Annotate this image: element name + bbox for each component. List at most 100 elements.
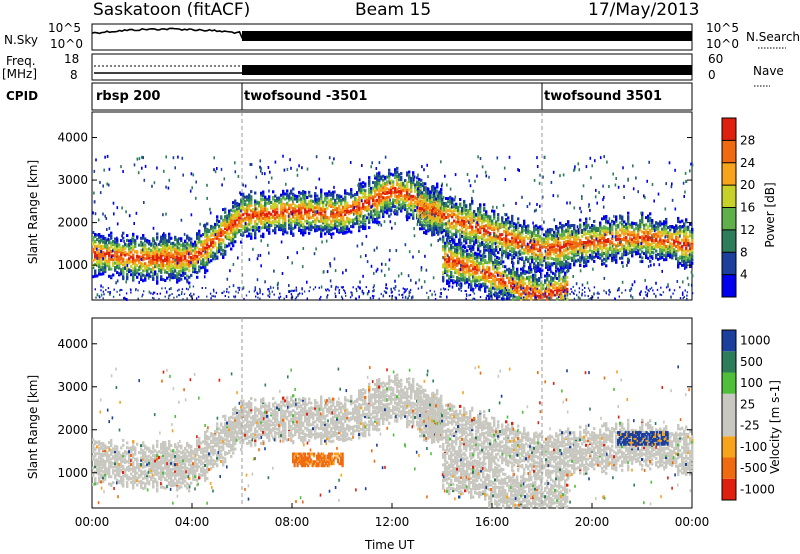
power-cell [647,233,650,237]
power-cell [480,283,483,287]
power-cell [685,225,688,229]
power-cell [425,194,428,198]
power-cell [460,266,463,269]
power-cell [150,263,153,267]
power-cell [318,206,321,210]
power-cell [352,203,355,207]
power-cell [429,203,432,207]
power-cell [384,198,387,202]
power-cell [296,218,299,222]
power-cell [564,271,567,275]
power-cell [524,287,527,291]
power-cell [304,205,307,209]
power-cell [465,227,468,231]
power-cell [655,249,658,253]
power-cell [280,193,283,197]
power-cell [470,269,473,273]
power-cell [478,283,481,286]
power-cell [350,190,353,194]
power-cell [677,257,680,261]
power-cell [290,212,293,216]
power-cell [370,193,373,197]
power-cell [507,253,510,257]
power-cell [560,288,563,292]
mode-label-1: rbsp 200 [96,89,161,104]
power-cell [504,291,507,295]
power-cell [529,234,532,238]
power-cell [665,234,668,238]
power-cell [556,290,559,294]
power-cell [495,238,498,242]
power-cell [492,265,495,269]
power-scatter [395,296,397,300]
power-cell [392,173,395,177]
power-cell [352,194,355,198]
power-cell [406,199,409,202]
power-cell [455,215,458,219]
power-cell [691,244,694,248]
power-cell [605,243,608,247]
power-cell [364,214,367,218]
power-scatter [440,160,442,164]
power-cell [510,269,513,272]
power-cell [537,242,540,246]
power-cell [330,191,333,195]
power-cell [150,242,153,246]
power-cell [128,242,131,246]
power-cell [567,227,570,231]
power-cell [334,220,337,223]
power-cell [402,202,405,206]
power-cell [675,252,678,255]
power-cell [406,204,409,207]
power-cell [492,260,495,264]
power-cell [581,244,584,247]
power-cell [627,219,630,223]
power-cell [487,230,490,234]
power-cell [138,272,141,276]
power-cell [495,226,498,230]
power-cell [336,201,339,205]
power-cell [473,242,476,246]
power-cell [408,195,411,199]
power-cell [400,178,403,181]
power-cell [314,206,317,210]
power-scatter [502,274,505,278]
power-cell [326,196,329,200]
power-cell [332,190,335,194]
power-cell [613,222,616,226]
power-scatter [330,210,333,214]
power-cell [160,243,163,247]
power-cell [540,275,543,279]
power-cell [414,183,417,187]
power-cell [524,270,527,273]
power-cell [623,233,626,237]
power-cell [663,229,666,233]
power-cell [477,211,480,214]
power-cell [346,220,349,224]
power-scatter [426,163,428,167]
power-cell [168,257,171,261]
power-cell [210,243,213,247]
power-cell [583,264,586,268]
power-cell [439,199,442,203]
power-cell [515,228,518,231]
power-cell [218,234,221,238]
power-cell [516,267,519,271]
power-cell [150,259,153,262]
power-cell [194,264,197,268]
power-cell [504,281,507,285]
power-cell [156,263,159,267]
power-cell [549,232,552,236]
power-cell [470,246,473,250]
power-cell [386,211,389,215]
power-cell [431,233,434,237]
power-cell [304,200,307,204]
power-cell [464,264,467,268]
power-cell [296,216,299,220]
power-cell [546,278,549,282]
power-cell [649,247,652,251]
power-cell [210,251,213,255]
power-cell [677,237,680,241]
power-cell [204,223,207,227]
power-cell [250,216,253,220]
